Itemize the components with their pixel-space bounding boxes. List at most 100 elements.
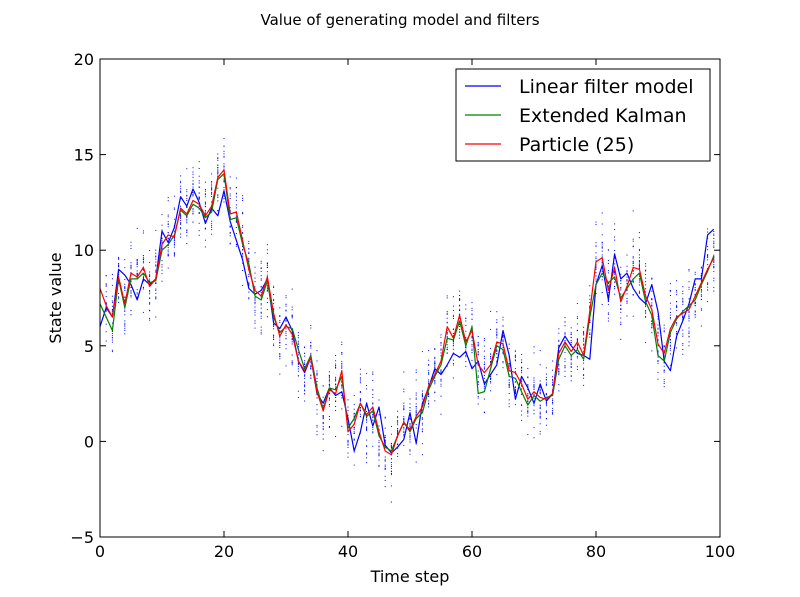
particle-point [149,276,151,278]
particle-point [440,352,442,354]
particle-point [223,150,225,152]
particle-point [527,394,529,396]
particle-point [428,370,430,372]
particle-point [713,240,715,242]
particle-point [638,260,640,262]
particle-point [477,349,479,350]
particle-point [118,256,120,258]
particle-point [359,368,361,370]
particle-point [155,298,157,300]
particle-point [297,342,299,344]
particle-point [688,311,690,313]
particle-point [366,411,368,412]
particle-point [620,280,622,281]
particle-point [192,195,194,197]
particle-point [279,320,281,322]
particle-point [638,232,640,234]
particle-point [390,470,392,472]
particle-point [527,393,529,395]
particle-point [707,284,709,286]
particle-point [322,429,324,431]
particle-point [390,445,392,447]
particle-point [570,380,572,382]
particle-point [521,367,523,369]
particle-point [173,243,175,245]
particle-point [657,356,659,358]
particle-point [124,296,126,298]
particle-point [155,255,157,257]
particle-point [390,447,392,449]
particle-point [564,321,566,323]
particle-point [235,215,237,217]
particle-point [657,328,659,330]
particle-point [421,443,423,445]
particle-point [583,333,585,335]
particle-point [533,386,535,388]
particle-point [707,259,709,261]
particle-point [105,291,107,293]
particle-point [124,324,126,326]
particle-point [521,388,523,390]
particle-point [452,305,454,307]
particle-point [397,428,399,430]
particle-point [564,343,566,345]
particle-point [576,339,578,340]
particle-point [155,292,157,294]
particle-point [192,171,194,173]
particle-point [682,335,684,337]
particle-point [434,348,436,350]
particle-point [279,322,281,323]
particle-point [366,430,368,432]
particle-point [328,375,330,376]
particle-point [397,433,399,435]
particle-point [707,301,709,303]
particle-point [186,191,188,193]
particle-point [471,336,473,338]
particle-point [657,362,659,364]
particle-point [651,277,653,279]
particle-point [632,245,634,247]
particle-point [180,214,182,216]
particle-point [595,258,597,259]
particle-point [552,402,554,404]
particle-point [539,392,541,394]
particle-point [124,283,126,285]
particle-point [620,289,622,291]
particle-point [341,385,343,386]
particle-point [669,317,671,318]
particle-point [155,271,157,273]
particle-point [192,184,194,185]
particle-point [601,263,603,265]
particle-point [124,325,126,327]
particle-point [446,352,448,354]
particle-point [328,426,330,427]
particle-point [552,403,554,405]
particle-point [105,309,107,311]
particle-point [570,337,572,339]
particle-point [700,266,702,268]
particle-point [471,343,473,345]
particle-point [521,393,523,395]
particle-point [428,350,430,352]
particle-point [390,473,392,474]
particle-point [118,258,120,260]
particle-point [149,291,151,293]
particle-point [254,311,256,313]
particle-point [359,377,361,379]
particle-point [452,329,454,330]
particle-point [229,226,231,228]
particle-point [663,370,665,371]
particle-point [335,397,337,398]
particle-point [570,343,572,345]
particle-point [186,195,188,197]
particle-point [316,350,318,352]
particle-point [173,207,175,209]
particle-point [304,362,306,364]
particle-point [180,185,182,187]
particle-point [322,438,324,440]
particle-point [229,242,231,244]
particle-point [335,363,337,365]
particle-point [297,366,299,368]
particle-point [254,309,256,311]
particle-point [688,288,690,290]
